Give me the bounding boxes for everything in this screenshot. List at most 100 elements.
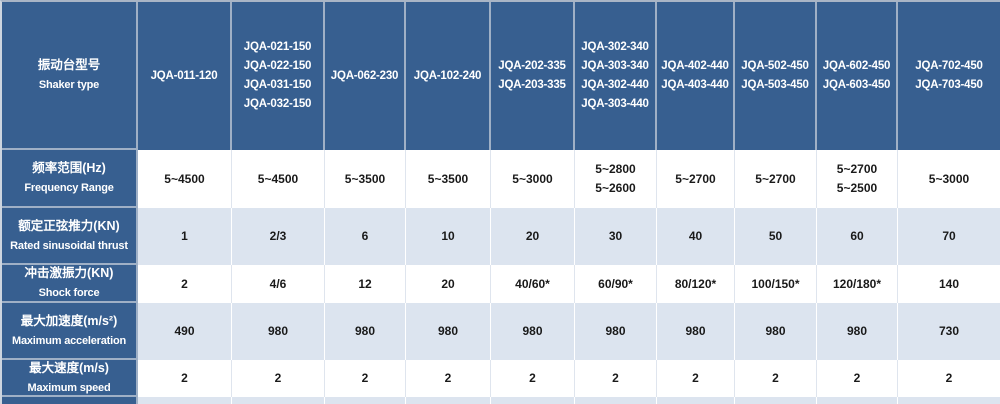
value-cell: 5~2800 5~2600 (575, 150, 657, 208)
model-name: JQA-011-120 (150, 69, 218, 82)
model-header-cell: JQA-062-230 (325, 2, 406, 150)
value-text: 5~4500 (257, 171, 299, 186)
value-cell: 980 (575, 303, 657, 360)
model-name: JQA-202-335 (498, 60, 566, 72)
value-text: 2 (274, 371, 282, 385)
value-cell: 5~4500 (138, 150, 232, 208)
model-name: JQA-031-150 (243, 79, 312, 91)
model-header-cell: JQA-502-450 JQA-503-450 (735, 2, 817, 150)
model-header-cell: JQA-302-340 JQA-303-340 JQA-302-440 JQA-303… (575, 2, 657, 150)
model-name: JQA-102-240 (413, 69, 482, 82)
partial-row-cell (232, 397, 325, 404)
value-text: 80/120* (674, 276, 717, 291)
row-label-en: Shock force (38, 287, 100, 299)
value-cell: 490 (138, 303, 232, 360)
value-text: 140 (938, 276, 960, 291)
model-name: JQA-602-450 (822, 60, 891, 72)
row-label-cell: 额定正弦推力(KN) Rated sinusoidal thrust (2, 208, 138, 265)
value-text: 2 (529, 371, 536, 385)
value-text: 5~2700 (836, 162, 878, 176)
row-label-zh: 最大速度(m/s) (29, 360, 109, 375)
row-label-cell: 最大速度(m/s) Maximum speed (2, 360, 138, 397)
value-text: 30 (608, 229, 623, 243)
model-name: JQA-503-450 (741, 79, 809, 91)
row-label-zh: 最大加速度(m/s²) (20, 313, 118, 328)
value-cell: 80/120* (657, 265, 735, 303)
corner-label-zh: 振动台型号 (37, 58, 101, 72)
value-text: 5~3500 (344, 171, 386, 186)
value-cell: 2 (325, 360, 406, 397)
value-cell: 30 (575, 208, 657, 265)
value-text: 2 (853, 371, 861, 385)
value-cell: 5~4500 (232, 150, 325, 208)
value-text: 5~3000 (512, 171, 553, 186)
value-text: 5~2700 (755, 171, 796, 186)
value-text: 980 (522, 324, 543, 338)
value-cell: 120/180* (817, 265, 898, 303)
shaker-type-header-cell: 振动台型号 Shaker type (2, 2, 138, 150)
row-label-en: Maximum speed (27, 381, 111, 394)
value-cell: 2 (817, 360, 898, 397)
value-text: 2 (361, 371, 369, 385)
model-name: JQA-402-440 (661, 60, 729, 72)
value-cell: 2 (232, 360, 325, 397)
row-label-zh: 额定正弦推力(KN) (18, 218, 120, 233)
value-text: 5~4500 (164, 171, 205, 186)
value-cell: 2 (406, 360, 491, 397)
value-cell: 40 (657, 208, 735, 265)
value-text: 40/60* (515, 276, 550, 291)
value-cell: 2 (138, 360, 232, 397)
value-cell: 980 (491, 303, 575, 360)
value-text: 40 (688, 229, 703, 243)
value-text: 2/3 (269, 229, 287, 243)
row-label-cell: 频率范围(Hz) Frequency Range (2, 150, 138, 208)
value-cell: 70 (898, 208, 1000, 265)
value-text: 980 (437, 324, 459, 338)
value-cell: 40/60* (491, 265, 575, 303)
corner-label-en: Shaker type (38, 79, 100, 91)
value-text: 50 (768, 229, 783, 243)
value-text: 980 (685, 324, 706, 338)
model-name: JQA-303-440 (581, 98, 649, 110)
value-cell: 2 (898, 360, 1000, 397)
value-cell: 980 (406, 303, 491, 360)
value-text: 60/90* (598, 276, 633, 291)
value-cell: 140 (898, 265, 1000, 303)
row-label-en: Rated sinusoidal thrust (10, 239, 128, 252)
value-cell: 980 (817, 303, 898, 360)
model-name: JQA-021-150 (243, 41, 312, 53)
row-label-zh: 频率范围(Hz) (32, 161, 106, 175)
row-label-cell: 冲击激振力(KN) Shock force (2, 265, 138, 303)
value-cell: 20 (406, 265, 491, 303)
row-label-en: Maximum acceleration (12, 334, 126, 347)
value-text: 12 (358, 276, 372, 291)
value-text: 730 (938, 324, 960, 338)
partial-row-cell (657, 397, 735, 404)
value-text: 70 (942, 229, 956, 243)
partial-row-cell (735, 397, 817, 404)
value-text: 1 (181, 229, 188, 243)
model-name: JQA-032-150 (243, 98, 312, 110)
model-header-cell: JQA-102-240 (406, 2, 491, 150)
value-cell: 980 (657, 303, 735, 360)
partial-row-cell (406, 397, 491, 404)
model-name: JQA-302-340 (581, 41, 649, 53)
model-name: JQA-203-335 (498, 79, 566, 91)
value-text: 2 (692, 371, 699, 385)
value-text: 20 (441, 276, 455, 291)
value-cell: 2 (491, 360, 575, 397)
model-name: JQA-302-440 (581, 79, 649, 91)
partial-row-label-cell (2, 397, 138, 404)
model-header-cell: JQA-402-440 JQA-403-440 (657, 2, 735, 150)
value-cell: 730 (898, 303, 1000, 360)
value-text: 2 (772, 371, 779, 385)
value-text: 100/150* (751, 276, 800, 291)
value-text: 10 (441, 229, 455, 243)
value-cell: 4/6 (232, 265, 325, 303)
value-cell: 2/3 (232, 208, 325, 265)
value-text: 5~3500 (427, 171, 469, 186)
value-text: 2 (181, 276, 188, 291)
model-header-cell: JQA-011-120 (138, 2, 232, 150)
partial-row-cell (575, 397, 657, 404)
